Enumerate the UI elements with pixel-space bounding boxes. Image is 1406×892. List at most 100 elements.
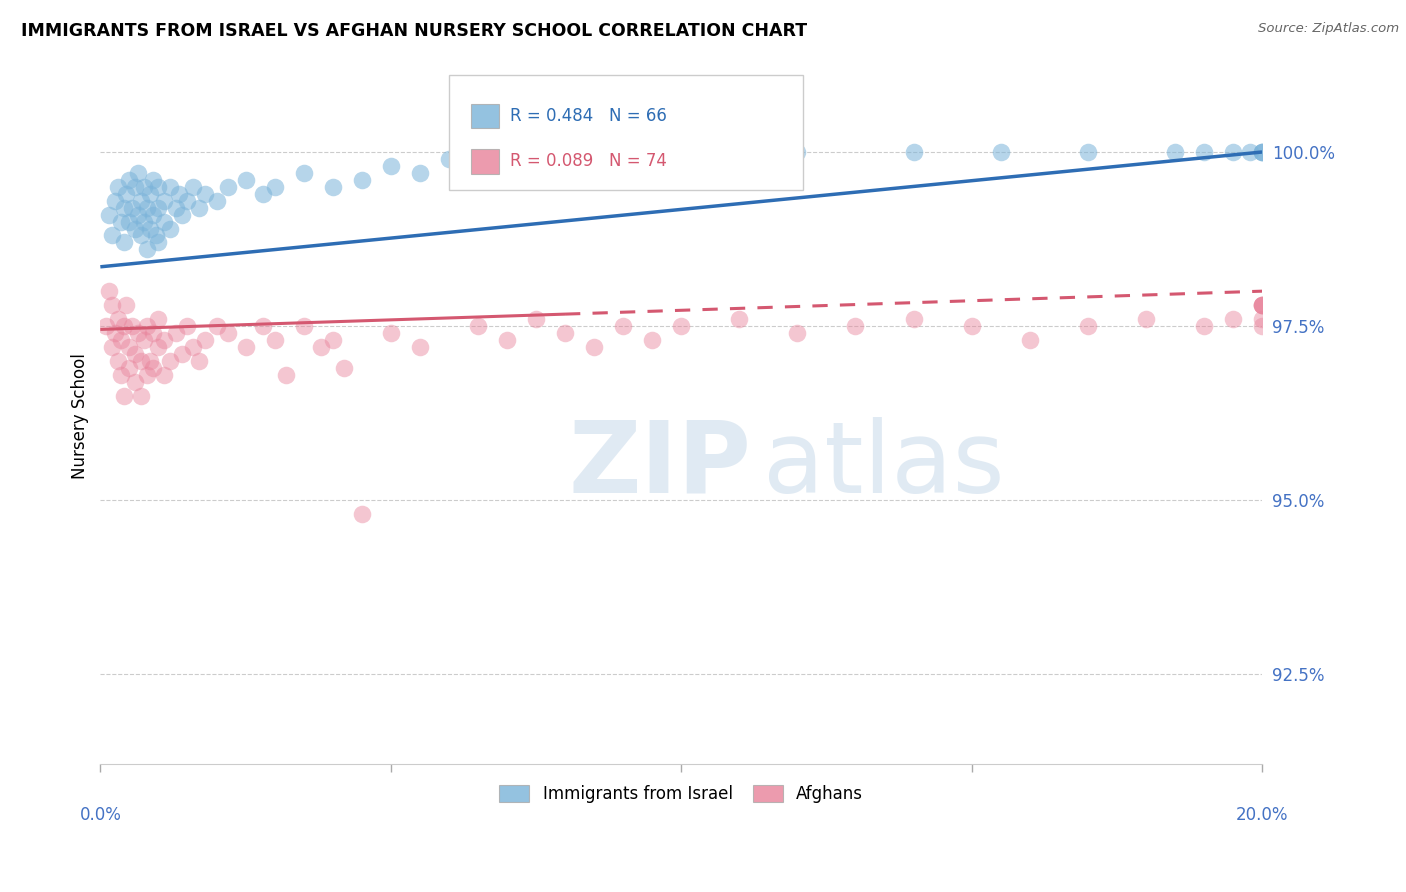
Point xyxy=(135,368,157,382)
Point xyxy=(350,507,373,521)
Point xyxy=(153,214,176,228)
Point xyxy=(380,159,402,173)
Point xyxy=(153,368,176,382)
Point xyxy=(101,340,124,354)
Point xyxy=(153,194,176,208)
Point xyxy=(145,228,167,243)
Point xyxy=(165,201,187,215)
Point xyxy=(127,166,149,180)
Point xyxy=(159,353,181,368)
Point xyxy=(322,179,344,194)
Point xyxy=(1239,145,1261,159)
Point xyxy=(101,298,124,312)
Point xyxy=(176,194,198,208)
Point xyxy=(118,360,141,375)
Point xyxy=(524,312,547,326)
Point xyxy=(194,186,217,201)
Point xyxy=(990,145,1012,159)
Point xyxy=(235,173,257,187)
Point xyxy=(129,194,152,208)
Point xyxy=(107,312,129,326)
Point xyxy=(181,340,204,354)
Point xyxy=(903,312,925,326)
Point xyxy=(148,179,170,194)
Point xyxy=(124,221,146,235)
Point xyxy=(217,179,239,194)
Point xyxy=(612,318,634,333)
Point xyxy=(98,284,121,298)
Point xyxy=(124,375,146,389)
Point xyxy=(170,347,193,361)
Point xyxy=(409,166,432,180)
Point xyxy=(1251,298,1274,312)
Point xyxy=(138,186,160,201)
Point xyxy=(350,173,373,187)
Point xyxy=(159,179,181,194)
Point xyxy=(194,333,217,347)
Point xyxy=(153,333,176,347)
Point xyxy=(1251,145,1274,159)
Point xyxy=(112,388,135,402)
Point xyxy=(292,166,315,180)
Point xyxy=(96,318,118,333)
Point xyxy=(142,173,165,187)
Point xyxy=(129,228,152,243)
Point xyxy=(135,201,157,215)
Point xyxy=(135,243,157,257)
Point xyxy=(554,326,576,340)
Point xyxy=(124,179,146,194)
FancyBboxPatch shape xyxy=(471,104,499,128)
Point xyxy=(129,388,152,402)
Point xyxy=(188,201,211,215)
Point xyxy=(127,326,149,340)
Point xyxy=(252,318,274,333)
Point xyxy=(118,173,141,187)
Point xyxy=(309,340,332,354)
Point xyxy=(121,318,143,333)
Point xyxy=(181,179,204,194)
Point xyxy=(1192,318,1215,333)
Point xyxy=(1018,333,1040,347)
Point xyxy=(167,186,190,201)
Point xyxy=(292,318,315,333)
Point xyxy=(132,214,155,228)
Point xyxy=(263,179,285,194)
Point xyxy=(844,318,866,333)
Point xyxy=(129,353,152,368)
Point xyxy=(496,333,519,347)
Point xyxy=(1251,298,1274,312)
Point xyxy=(1251,298,1274,312)
Point xyxy=(205,194,228,208)
Point xyxy=(142,360,165,375)
Point xyxy=(112,201,135,215)
Point xyxy=(107,353,129,368)
Text: R = 0.089   N = 74: R = 0.089 N = 74 xyxy=(510,152,668,170)
Point xyxy=(118,340,141,354)
Point xyxy=(176,318,198,333)
Point xyxy=(127,208,149,222)
Text: R = 0.484   N = 66: R = 0.484 N = 66 xyxy=(510,107,668,125)
Point xyxy=(1192,145,1215,159)
Point xyxy=(101,228,124,243)
Point xyxy=(1135,312,1157,326)
Point xyxy=(170,208,193,222)
Point xyxy=(1222,145,1244,159)
Point xyxy=(104,326,127,340)
Text: Source: ZipAtlas.com: Source: ZipAtlas.com xyxy=(1258,22,1399,36)
Point xyxy=(148,312,170,326)
Point xyxy=(786,326,808,340)
Point xyxy=(276,368,298,382)
Point xyxy=(669,318,692,333)
Point xyxy=(188,353,211,368)
Text: atlas: atlas xyxy=(762,417,1004,514)
Point xyxy=(98,208,121,222)
Text: IMMIGRANTS FROM ISRAEL VS AFGHAN NURSERY SCHOOL CORRELATION CHART: IMMIGRANTS FROM ISRAEL VS AFGHAN NURSERY… xyxy=(21,22,807,40)
Point xyxy=(148,235,170,250)
Point xyxy=(110,368,132,382)
Point xyxy=(1164,145,1187,159)
Point xyxy=(138,353,160,368)
Point xyxy=(148,340,170,354)
Point xyxy=(641,145,664,159)
Point xyxy=(263,333,285,347)
Point xyxy=(132,179,155,194)
